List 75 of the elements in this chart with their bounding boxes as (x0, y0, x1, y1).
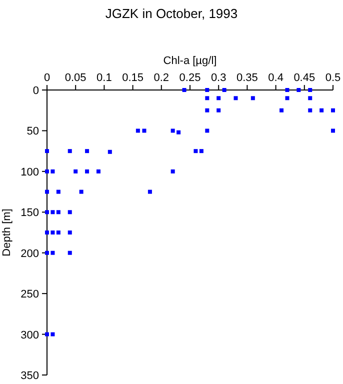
point (170, 169, 175, 174)
point (308, 108, 312, 112)
point (194, 149, 198, 154)
point (50, 230, 55, 234)
chart-title: JGZK in October, 1993 (105, 6, 238, 21)
y-tick-label: 0 (32, 85, 39, 97)
point (56, 190, 60, 194)
point (50, 169, 55, 174)
point (296, 88, 301, 92)
point (45, 190, 49, 194)
y-tick-label: 200 (20, 248, 39, 260)
point (50, 332, 55, 336)
point (45, 149, 49, 154)
point (136, 128, 140, 133)
point (148, 190, 152, 194)
point (216, 96, 221, 100)
x-tick-label: 0.4 (268, 72, 284, 84)
point (45, 169, 49, 174)
point (205, 128, 210, 133)
point (50, 250, 55, 255)
point (68, 230, 72, 234)
point (68, 149, 72, 154)
x-tick-label: 0.5 (325, 72, 341, 84)
point (222, 88, 226, 92)
point (56, 210, 60, 214)
point (320, 108, 324, 112)
point (85, 149, 90, 154)
x-tick-label: 0 (44, 72, 50, 84)
point (285, 96, 290, 100)
point (68, 250, 72, 255)
x-tick-label: 0.45 (294, 72, 316, 84)
point (331, 128, 335, 133)
point (74, 169, 78, 174)
x-tick-label: 0.35 (236, 72, 258, 84)
y-axis-title: Depth [m] (1, 208, 13, 256)
point (96, 169, 100, 174)
y-tick-label: 100 (20, 166, 39, 178)
point (205, 88, 210, 92)
point (68, 210, 72, 214)
x-tick-label: 0.1 (96, 72, 112, 84)
y-tick-label: 50 (26, 126, 39, 138)
point (170, 128, 175, 133)
x-tick-label: 0.05 (64, 72, 86, 84)
point (45, 332, 49, 336)
point (308, 96, 312, 100)
x-axis-title: Chl-a [µg/l] (163, 55, 217, 67)
point (108, 150, 112, 154)
point (45, 250, 49, 255)
point (50, 210, 55, 214)
point (56, 230, 60, 234)
point (280, 108, 284, 112)
point (45, 210, 49, 214)
point (308, 88, 312, 92)
point (216, 108, 221, 112)
point (142, 128, 146, 133)
point (79, 190, 84, 194)
point (176, 130, 181, 134)
x-tick-label: 0.15 (122, 72, 144, 84)
point (205, 96, 210, 100)
point (205, 108, 210, 112)
x-tick-label: 0.3 (210, 72, 226, 84)
point (85, 169, 90, 174)
point (45, 230, 49, 234)
x-tick-label: 0.2 (154, 72, 170, 84)
point (234, 96, 238, 100)
point (250, 96, 255, 100)
point (285, 88, 290, 92)
y-tick-label: 300 (20, 329, 39, 342)
point (199, 149, 204, 154)
x-tick-label: 0.25 (179, 72, 201, 84)
point (331, 108, 335, 112)
y-tick-label: 250 (20, 288, 39, 301)
y-tick-label: 350 (20, 370, 39, 382)
point (182, 88, 186, 92)
y-tick-label: 150 (20, 207, 39, 220)
